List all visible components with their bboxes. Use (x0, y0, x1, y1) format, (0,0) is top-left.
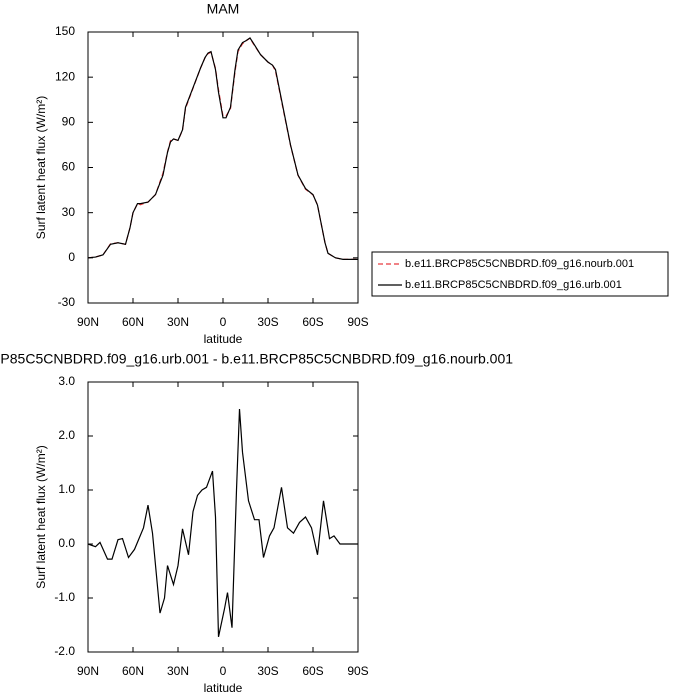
data-line (87, 408, 358, 638)
x-tick-label: 60S (302, 315, 323, 329)
x-tick-label: 90N (77, 664, 99, 678)
y-tick-label: 3.0 (58, 374, 75, 388)
y-tick-label: 120 (55, 69, 75, 83)
x-tick-label: 30S (257, 664, 278, 678)
x-tick-label: 90N (77, 315, 99, 329)
chart-title: MAM (207, 1, 240, 17)
chart-title: b.e11.BRCP85C5CNBDRD.f09_g16.urb.001 - b… (0, 351, 513, 367)
legend-box (371, 251, 669, 297)
plot-frame (87, 31, 359, 304)
legend-label: b.e11.BRCP85C5CNBDRD.f09_g16.urb.001 (405, 279, 622, 291)
x-axis-label: latitude (204, 332, 243, 346)
x-tick-label: 90S (347, 315, 368, 329)
data-line (87, 37, 358, 260)
x-tick-label: 60S (302, 664, 323, 678)
y-tick-label: 2.0 (58, 428, 75, 442)
y-tick-label: 150 (55, 24, 75, 38)
y-tick-label: 0 (68, 250, 75, 264)
x-tick-label: 30N (167, 315, 189, 329)
data-line (87, 37, 358, 260)
x-tick-label: 60N (122, 315, 144, 329)
x-tick-label: 30N (167, 664, 189, 678)
y-tick-label: -1.0 (54, 590, 75, 604)
plot-frame (87, 381, 359, 653)
y-tick-label: 90 (62, 115, 76, 129)
x-tick-label: 0 (220, 664, 227, 678)
x-tick-label: 0 (220, 315, 227, 329)
x-tick-label: 30S (257, 315, 278, 329)
y-axis-label: Surf latent heat flux (W/m²) (34, 445, 48, 588)
y-tick-label: 1.0 (58, 482, 75, 496)
legend-label: b.e11.BRCP85C5CNBDRD.f09_g16.nourb.001 (405, 258, 634, 270)
y-tick-label: -2.0 (54, 644, 75, 658)
y-tick-label: 30 (62, 205, 76, 219)
y-tick-label: 0.0 (58, 536, 75, 550)
y-tick-label: -30 (58, 295, 76, 309)
y-axis-label: Surf latent heat flux (W/m²) (34, 96, 48, 239)
x-tick-label: 90S (347, 664, 368, 678)
x-axis-label: latitude (204, 681, 243, 695)
x-tick-label: 60N (122, 664, 144, 678)
y-tick-label: 60 (62, 160, 76, 174)
